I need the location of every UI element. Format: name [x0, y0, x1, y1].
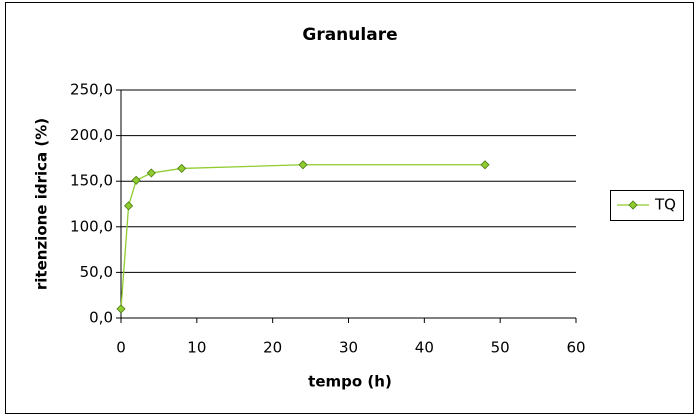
x-tick-label: 0 [116, 339, 126, 357]
x-tick-label: 10 [187, 339, 206, 357]
y-tick-label: 150,0 [70, 172, 113, 190]
marker [124, 201, 134, 211]
marker [116, 304, 126, 314]
y-tick-label: 0,0 [89, 309, 113, 327]
chart-border [5, 2, 694, 414]
y-tick-label: 100,0 [70, 217, 113, 235]
marker [146, 168, 156, 178]
legend-label: TQ [654, 196, 676, 214]
chart-title: Granulare [302, 25, 397, 45]
x-tick-label: 30 [339, 339, 358, 357]
y-tick-label: 200,0 [70, 126, 113, 144]
legend-marker [628, 200, 638, 210]
y-tick-label: 250,0 [70, 81, 113, 99]
x-axis-label: tempo (h) [308, 373, 392, 391]
marker [177, 163, 187, 173]
marker [131, 175, 141, 185]
x-tick-label: 20 [263, 339, 282, 357]
x-tick-label: 60 [566, 339, 585, 357]
y-axis-label: ritenzione idrica (%) [33, 118, 51, 290]
y-tick-label: 50,0 [80, 263, 113, 281]
x-tick-label: 50 [491, 339, 510, 357]
x-tick-label: 40 [415, 339, 434, 357]
marker [298, 160, 308, 170]
marker [480, 160, 490, 170]
